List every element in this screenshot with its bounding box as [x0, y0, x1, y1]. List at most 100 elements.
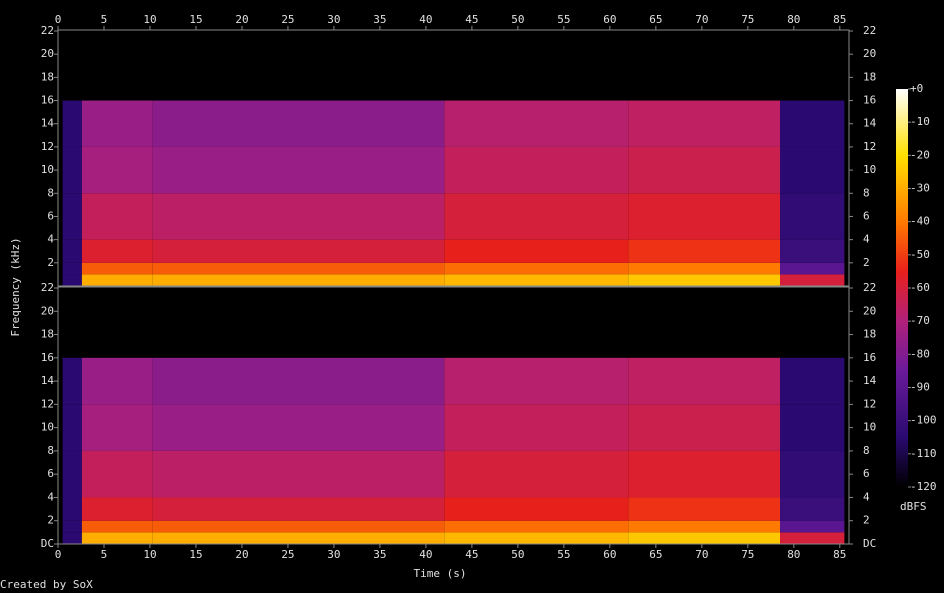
heatmap-cell: [628, 404, 781, 451]
y-tick-label: 2: [863, 514, 870, 527]
colorbar-tick-label: -60: [910, 281, 930, 294]
heatmap-cell: [152, 262, 445, 275]
y-tick-label: 8: [47, 444, 54, 457]
y-axis-label: Frequency (kHz): [9, 237, 22, 336]
heatmap-cell: [152, 274, 445, 286]
y-tick-label: 20: [863, 304, 876, 317]
x-tick-label: 45: [465, 548, 478, 561]
heatmap-cell: [62, 520, 82, 533]
colorbar-tick-label: -20: [910, 148, 930, 161]
heatmap-cell: [81, 274, 153, 286]
y-tick-label: 12: [41, 140, 54, 153]
x-tick-label: 50: [511, 13, 524, 26]
heatmap-cell: [152, 532, 445, 544]
heatmap-cell: [444, 146, 629, 194]
heatmap-cell: [628, 450, 781, 498]
heatmap-cell: [444, 532, 629, 544]
heatmap-cell: [780, 404, 845, 451]
x-tick-label: 30: [327, 548, 340, 561]
heatmap-cell: [444, 100, 629, 147]
x-tick-label: 40: [419, 548, 432, 561]
x-tick-label: 0: [55, 548, 62, 561]
y-tick-label: 22: [863, 24, 876, 37]
heatmap-cell: [628, 274, 781, 286]
heatmap-cell: [780, 100, 845, 147]
x-tick-label: 60: [603, 13, 616, 26]
y-tick-label: 14: [863, 374, 877, 387]
heatmap-cell: [81, 520, 153, 533]
heatmap-cell: [628, 497, 781, 521]
heatmap-cell: [81, 146, 153, 194]
y-tick-label: 12: [863, 140, 876, 153]
x-tick-label: 20: [235, 548, 248, 561]
heatmap-cell: [62, 100, 82, 147]
x-tick-label: 85: [833, 13, 846, 26]
heatmap-cell: [152, 239, 445, 263]
x-tick-label: 65: [649, 548, 662, 561]
heatmap-cell: [81, 450, 153, 498]
x-tick-label: 75: [741, 548, 754, 561]
heatmap-cell: [152, 193, 445, 240]
x-tick-label: 25: [281, 13, 294, 26]
heatmap-cell: [780, 357, 845, 405]
colorbar-tick-label: -50: [910, 248, 930, 261]
heatmap-cell: [62, 450, 82, 498]
heatmap-cell: [780, 193, 845, 240]
heatmap-cell: [628, 146, 781, 194]
y-tick-label: 18: [41, 70, 54, 83]
x-tick-label: 55: [557, 548, 570, 561]
x-tick-label: 5: [101, 13, 108, 26]
colorbar-tick-label: -70: [910, 314, 930, 327]
colorbar-tick-label: -30: [910, 182, 930, 195]
heatmap-cell: [444, 404, 629, 451]
heatmap-cell: [780, 262, 845, 275]
x-tick-label: 35: [373, 548, 386, 561]
y-tick-label: 10: [41, 163, 54, 176]
heatmap-cell: [444, 357, 629, 405]
heatmap-cell: [152, 404, 445, 451]
x-tick-label: 70: [695, 13, 708, 26]
heatmap-cell: [62, 239, 82, 263]
y-tick-label: 2: [863, 256, 870, 269]
x-tick-label: 50: [511, 548, 524, 561]
y-tick-label: 4: [47, 490, 54, 503]
y-tick-label: 6: [863, 209, 870, 222]
y-tick-label: 10: [863, 163, 876, 176]
colorbar: [896, 89, 908, 487]
colorbar-tick-label: -80: [910, 347, 930, 360]
x-tick-label: 15: [189, 13, 202, 26]
y-tick-label: 8: [863, 186, 870, 199]
y-tick-label: 16: [41, 94, 54, 107]
x-tick-label: 5: [101, 548, 108, 561]
x-tick-label: 70: [695, 548, 708, 561]
plot-frame: [57, 29, 850, 287]
x-tick-label: 35: [373, 13, 386, 26]
heatmap-cell: [628, 532, 781, 544]
x-tick-label: 15: [189, 548, 202, 561]
heatmap-cell: [62, 357, 82, 405]
heatmap-cell: [444, 193, 629, 240]
heatmap-cell: [628, 262, 781, 275]
heatmap-cell: [780, 239, 845, 263]
x-tick-label: 60: [603, 548, 616, 561]
heatmap-cell: [444, 262, 629, 275]
y-tick-label: 6: [47, 467, 54, 480]
heatmap-cell: [152, 520, 445, 533]
colorbar-tick-label: -110: [910, 447, 937, 460]
x-tick-label: 55: [557, 13, 570, 26]
heatmap-cell: [81, 497, 153, 521]
colorbar-tick-label: -120: [910, 480, 937, 493]
heatmap-cell: [780, 497, 845, 521]
y-tick-label: DC: [41, 537, 54, 550]
heatmap-cell: [628, 100, 781, 147]
y-tick-label: 18: [863, 70, 876, 83]
x-tick-label: 0: [55, 13, 62, 26]
heatmap-cell: [780, 532, 845, 544]
y-tick-label: 14: [863, 117, 877, 130]
y-tick-label: 12: [863, 397, 876, 410]
x-tick-label: 20: [235, 13, 248, 26]
plot-frame: [57, 286, 850, 545]
heatmap-cell: [62, 497, 82, 521]
heatmap-cell: [81, 100, 153, 147]
